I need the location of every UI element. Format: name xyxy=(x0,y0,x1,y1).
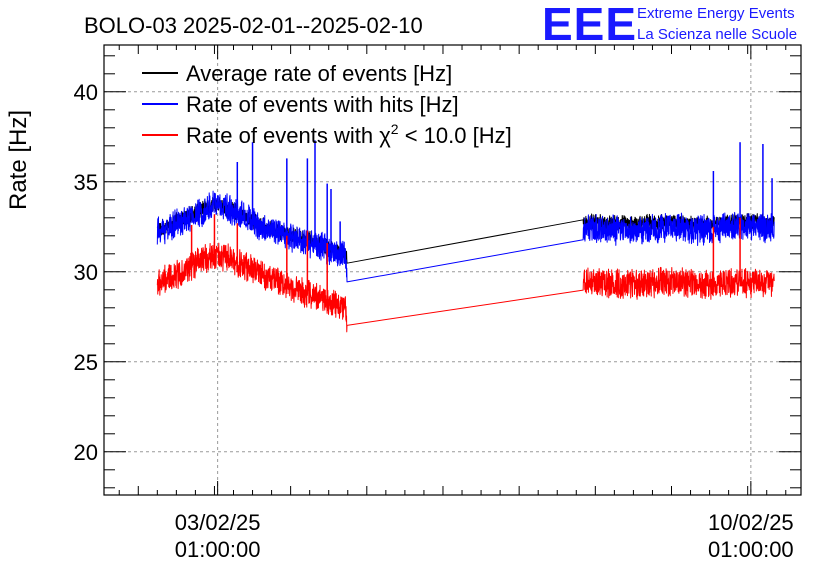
axes: 202530354003/02/2501:00:0010/02/2501:00:… xyxy=(74,45,801,562)
y-tick-label: 25 xyxy=(74,350,98,375)
plot-frame xyxy=(103,44,802,496)
y-tick-label: 30 xyxy=(74,260,98,285)
logo-mark: EEE xyxy=(542,0,637,50)
series-2 xyxy=(156,214,775,333)
y-tick-label: 35 xyxy=(74,170,98,195)
series-line xyxy=(156,190,775,283)
grid xyxy=(104,45,801,495)
logo-line2: La Scienza nelle Scuole xyxy=(637,26,797,43)
legend-chi2-superscript: 2 xyxy=(391,121,399,137)
legend-chi2-prefix: Rate of events with xyxy=(186,123,379,148)
y-tick-label: 40 xyxy=(74,80,98,105)
legend-label-hits: Rate of events with hits [Hz] xyxy=(186,92,459,117)
legend-chi2-symbol: χ xyxy=(379,123,391,148)
logo-line1: Extreme Energy Events xyxy=(637,5,795,22)
series-group xyxy=(156,140,775,333)
x-tick-label-time: 01:00:00 xyxy=(708,537,794,562)
legend-label-average: Average rate of events [Hz] xyxy=(186,61,452,86)
series-line xyxy=(156,241,775,333)
x-tick-label-time: 01:00:00 xyxy=(175,537,261,562)
y-axis-label: Rate [Hz] xyxy=(5,110,32,210)
y-tick-label: 20 xyxy=(74,440,98,465)
series-1 xyxy=(156,140,775,283)
x-tick-label-date: 10/02/25 xyxy=(708,510,794,535)
eee-logo: EEE Extreme Energy Events La Scienza nel… xyxy=(542,0,797,50)
legend-label-chi2: Rate of events with χ2 < 10.0 [Hz] xyxy=(186,121,512,148)
x-tick-label-date: 03/02/25 xyxy=(175,510,261,535)
chart-title: BOLO-03 2025-02-01--2025-02-10 xyxy=(84,13,423,38)
legend: Average rate of events [Hz] Rate of even… xyxy=(142,61,512,148)
legend-chi2-suffix: < 10.0 [Hz] xyxy=(399,123,512,148)
